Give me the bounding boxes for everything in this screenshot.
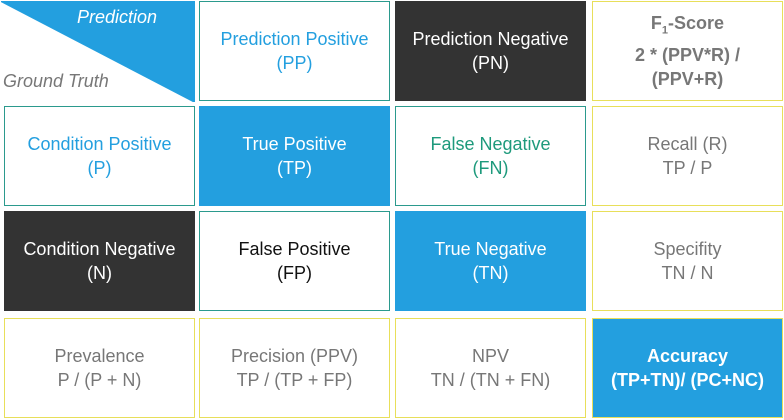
cell-line2: (P)	[87, 158, 112, 178]
cell-line2: (PN)	[472, 53, 509, 73]
cell-line2: TP / P	[662, 158, 713, 178]
cell-line2: TP / (TP + FP)	[236, 370, 353, 390]
cell-line1: Prediction Negative	[412, 29, 569, 49]
accuracy-cell: Accuracy (TP+TN)/ (PC+NC)	[592, 318, 783, 418]
prediction-label: Prediction	[77, 7, 158, 27]
cell-line1: True Positive	[242, 134, 347, 154]
cell-line1: Recall (R)	[647, 134, 728, 154]
cell-line1: Condition Negative	[23, 239, 176, 259]
true-positive-cell: True Positive (TP)	[199, 106, 390, 206]
prediction-negative-cell: Prediction Negative (PN)	[395, 1, 586, 101]
false-positive-cell: False Positive (FP)	[199, 211, 390, 311]
cell-line2: (PP)	[276, 53, 313, 73]
cell-line1: Precision (PPV)	[230, 346, 359, 366]
cell-line2: TN / N	[661, 263, 714, 283]
cell-line1: Prevalence	[54, 346, 145, 366]
npv-cell: NPV TN / (TN + FN)	[395, 318, 586, 418]
cell-line2: TN / (TN + FN)	[430, 370, 551, 390]
corner-triangle	[1, 1, 195, 102]
condition-negative-cell: Condition Negative (N)	[4, 211, 195, 311]
cell-line1: Condition Positive	[27, 134, 172, 154]
prevalence-cell: Prevalence P / (P + N)	[4, 318, 195, 418]
cell-line1: Specifity	[653, 239, 722, 259]
cell-line1: False Negative	[430, 134, 551, 154]
corner-header: Prediction Ground Truth	[1, 1, 195, 102]
cell-line2: (TN)	[472, 263, 509, 283]
cell-line1: Prediction Positive	[220, 29, 369, 49]
cell-line2: (FP)	[277, 263, 312, 283]
cell-line2: (TP)	[277, 158, 312, 178]
condition-positive-cell: Condition Positive (P)	[4, 106, 195, 206]
cell-line2: (TP+TN)/ (PC+NC)	[611, 370, 764, 390]
true-negative-cell: True Negative (TN)	[395, 211, 586, 311]
cell-line2: (FN)	[472, 158, 509, 178]
f1-score-cell: F1-Score 2 * (PPV*R) / (PPV+R)	[592, 1, 783, 101]
cell-line2: (N)	[87, 263, 112, 283]
false-negative-cell: False Negative (FN)	[395, 106, 586, 206]
recall-cell: Recall (R) TP / P	[592, 106, 783, 206]
cell-line3: (PPV+R)	[651, 68, 724, 89]
cell-line1: True Negative	[434, 239, 547, 259]
cell-line2: 2 * (PPV*R) /	[634, 44, 741, 65]
cell-line1: NPV	[471, 346, 509, 366]
specifity-cell: Specifity TN / N	[592, 211, 783, 311]
cell-line1: False Positive	[238, 239, 351, 259]
cell-line1: Accuracy	[646, 346, 729, 366]
prediction-positive-cell: Prediction Positive (PP)	[199, 1, 390, 101]
ground-truth-label: Ground Truth	[3, 71, 109, 91]
cell-line2: P / (P + N)	[57, 370, 142, 390]
f1-title: F1-Score	[650, 13, 725, 37]
precision-cell: Precision (PPV) TP / (TP + FP)	[199, 318, 390, 418]
